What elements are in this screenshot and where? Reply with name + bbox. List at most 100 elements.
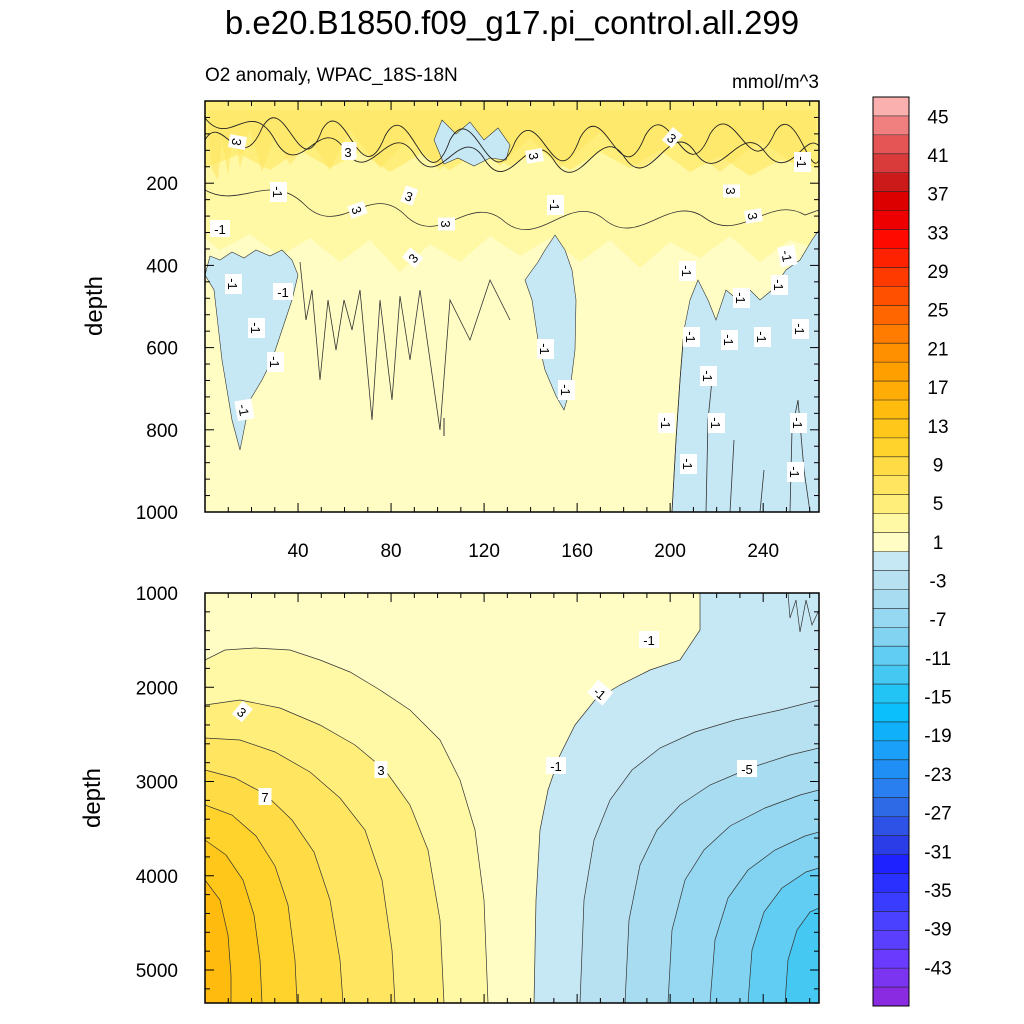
y-tick-label: 5000 <box>136 961 178 982</box>
upper-contour-spikes <box>299 261 511 431</box>
contour-label-box <box>754 327 771 347</box>
colorbar-tick-label: 17 <box>927 378 948 399</box>
contour-label: -1 <box>700 366 717 386</box>
contour-label-text: 3 <box>525 151 541 161</box>
contour-label-box <box>777 244 798 268</box>
panel-upper-contour-labels: 33333333333-1-1-1-1-1-1-1-1-1-1-1-1-1-1-… <box>210 126 811 482</box>
colorbar-swatch <box>873 987 909 1007</box>
contour-label-box <box>537 339 554 359</box>
colorbar-swatch <box>873 153 909 174</box>
contour-label-box <box>679 261 696 281</box>
contour-label-text: 3 <box>344 145 351 160</box>
contour-label-box <box>225 274 242 294</box>
contour-label: -1 <box>639 631 659 648</box>
contour-label: 3 <box>524 148 544 164</box>
contour-label-text: -1 <box>550 759 562 774</box>
upper-contour-line-1 <box>205 117 819 173</box>
contour-label-text: -1 <box>680 458 695 470</box>
contour-label-box <box>258 788 272 805</box>
contour-label: -1 <box>708 413 725 433</box>
contour-label-box <box>661 126 683 149</box>
colorbar-swatch <box>873 968 909 988</box>
colorbar-swatch <box>873 816 909 836</box>
contour-label: -1 <box>547 195 564 215</box>
colorbar-swatch <box>873 134 909 155</box>
colorbar-tick-label: 1 <box>933 533 944 554</box>
contour-label-text: -1 <box>790 417 805 429</box>
contour-label-box <box>248 318 265 338</box>
colorbar-swatch <box>873 835 909 855</box>
lower-fill-neg13 <box>784 907 819 1003</box>
contour-label-text: -1 <box>214 222 226 237</box>
panel-upper-frame <box>204 100 820 513</box>
contour-label: -1 <box>754 327 771 347</box>
colorbar-swatch <box>873 115 909 136</box>
chart-title: b.e20.B1850.f09_g17.pi_control.all.299 <box>225 4 799 41</box>
contour-label: 3 <box>341 143 355 160</box>
contour-label: -1 <box>248 318 265 338</box>
colorbar-swatch <box>873 362 909 382</box>
contour-label-text: -1 <box>778 249 795 263</box>
contour-label-text: -1 <box>792 323 807 335</box>
colorbar-tick-label: -7 <box>930 610 947 631</box>
contour-label-box <box>438 217 455 231</box>
contour-label-text: -1 <box>547 199 562 211</box>
contour-label-box <box>794 152 811 172</box>
contour-label-box <box>401 247 424 269</box>
contour-label: -1 <box>273 283 293 300</box>
contour-label-box <box>683 327 700 347</box>
contour-label: 3 <box>347 200 368 219</box>
colorbar-swatch <box>873 703 909 723</box>
colorbar-swatch <box>873 778 909 799</box>
panel-lower-y-label: depth <box>79 768 106 828</box>
upper-contour-line-3 <box>205 189 819 230</box>
contour-label: -1 <box>546 757 566 774</box>
colorbar-swatch <box>873 759 909 780</box>
contour-label-box <box>341 143 355 160</box>
lower-contour-top-right <box>787 593 819 633</box>
contour-label: -1 <box>558 380 575 400</box>
contour-label-text: 3 <box>403 188 415 205</box>
x-tick-label: 120 <box>468 541 500 562</box>
contour-label-text: 7 <box>261 790 268 805</box>
contour-label-text: -1 <box>721 334 736 346</box>
colorbar-swatch <box>873 646 909 666</box>
contour-label-box <box>234 398 255 422</box>
contour-label: -1 <box>679 261 696 281</box>
colorbar-tick-label: -31 <box>924 842 951 863</box>
colorbar-swatch <box>873 305 909 325</box>
contour-label-box <box>700 366 717 386</box>
colorbar-tick-label: -15 <box>924 688 951 709</box>
contour-label-box <box>743 208 763 224</box>
colorbar-swatch <box>873 437 909 458</box>
contour-label: -1 <box>721 330 738 350</box>
contour-label-text: -1 <box>658 417 673 429</box>
contour-label-text: -1 <box>643 633 655 648</box>
contour-label: -5 <box>737 760 757 777</box>
contour-label-box <box>546 757 566 774</box>
colorbar-swatch <box>873 494 909 515</box>
x-tick-label: 240 <box>747 541 779 562</box>
y-tick-label: 4000 <box>136 867 178 888</box>
colorbar-swatch <box>873 418 909 439</box>
contour-label-text: -1 <box>683 331 698 343</box>
contour-label-box <box>210 220 230 237</box>
colorbar-tick-label: 41 <box>927 146 948 167</box>
contour-label: 3 <box>401 247 424 269</box>
colorbar-swatch <box>873 475 909 496</box>
colorbar-tick-label: -35 <box>924 881 951 902</box>
contour-label: -1 <box>787 462 804 482</box>
contour-label-box <box>708 413 725 433</box>
upper-contour-line-2 <box>205 117 819 164</box>
colorbar-swatch <box>873 381 909 401</box>
contour-label-text: -1 <box>700 370 715 382</box>
contour-label-text: -1 <box>794 156 809 168</box>
colorbar-swatch <box>873 172 909 193</box>
contour-label-box <box>231 700 253 723</box>
contour-label-box <box>639 631 659 648</box>
colorbar-swatch <box>873 324 909 344</box>
colorbar-swatch <box>873 97 909 117</box>
colorbar-swatch <box>873 721 909 742</box>
contour-label: -1 <box>270 182 287 202</box>
